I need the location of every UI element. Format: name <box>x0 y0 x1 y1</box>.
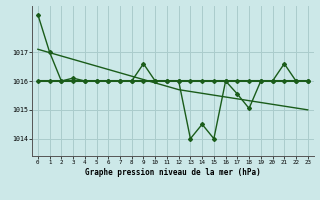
X-axis label: Graphe pression niveau de la mer (hPa): Graphe pression niveau de la mer (hPa) <box>85 168 261 177</box>
